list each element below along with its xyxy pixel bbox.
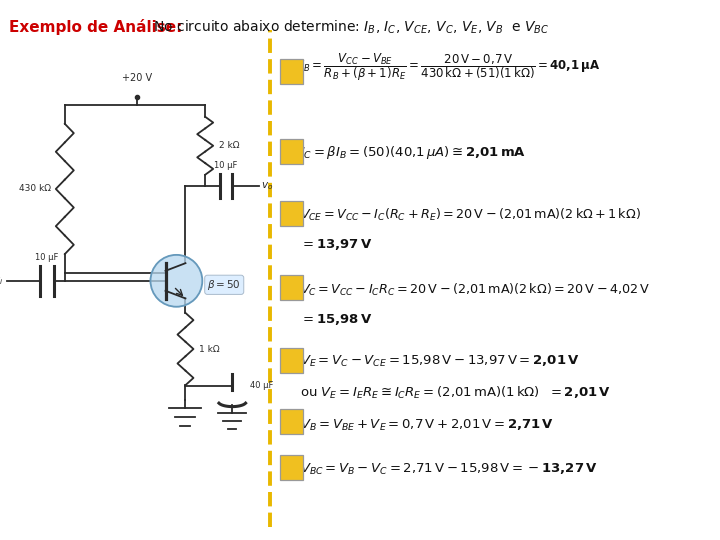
- Text: $= \mathbf{15{,}98\,V}$: $= \mathbf{15{,}98\,V}$: [300, 312, 372, 327]
- Text: 40 μF: 40 μF: [251, 381, 274, 390]
- Text: $I_B = \dfrac{V_{CC} - V_{BE}}{R_B + (\beta + 1)R_E} = \dfrac{20\,\mathrm{V} - 0: $I_B = \dfrac{V_{CC} - V_{BE}}{R_B + (\b…: [300, 52, 600, 83]
- Text: ou $V_E = I_E R_E \cong I_C R_E = (2{,}01\,\mathrm{mA})(1\,\mathrm{k\Omega})$  $: ou $V_E = I_E R_E \cong I_C R_E = (2{,}0…: [300, 385, 611, 401]
- FancyBboxPatch shape: [280, 348, 303, 373]
- Circle shape: [150, 255, 202, 307]
- Text: $V_C = V_{CC} - I_C R_C  = 20\,\mathrm{V} - (2{,}01\,\mathrm{mA})(2\,\mathrm{k\O: $V_C = V_{CC} - I_C R_C = 20\,\mathrm{V}…: [300, 282, 650, 298]
- Text: $V_B = V_{BE} + V_E = 0{,}7\,\mathrm{V} + 2{,}01\,\mathrm{V}  = \mathbf{2{,}71\,: $V_B = V_{BE} + V_E = 0{,}7\,\mathrm{V} …: [300, 417, 554, 433]
- Text: Exemplo de Análise:: Exemplo de Análise:: [9, 19, 182, 35]
- FancyBboxPatch shape: [280, 275, 303, 300]
- Text: 10 μF: 10 μF: [35, 253, 58, 262]
- Text: $v_o$: $v_o$: [261, 180, 274, 192]
- Text: +20 V: +20 V: [122, 73, 152, 83]
- FancyBboxPatch shape: [280, 455, 303, 480]
- FancyBboxPatch shape: [280, 201, 303, 226]
- Text: $\beta = 50$: $\beta = 50$: [207, 278, 241, 292]
- Text: $v_i$: $v_i$: [0, 275, 4, 287]
- FancyBboxPatch shape: [280, 59, 303, 84]
- Text: 2 kΩ: 2 kΩ: [219, 141, 240, 150]
- Text: $I_C = \beta I_B = (50)(40{,}1\,\mu A) \cong \mathbf{2{,}01\,mA}$: $I_C = \beta I_B = (50)(40{,}1\,\mu A) \…: [300, 144, 526, 161]
- Text: $V_E = V_C - V_{CE}  = 15{,}98\,\mathrm{V} - 13{,}97\,\mathrm{V}  = \mathbf{2{,}: $V_E = V_C - V_{CE} = 15{,}98\,\mathrm{V…: [300, 354, 579, 369]
- Text: $V_{CE} = V_{CC} - I_C(R_C + R_E)  = 20\,\mathrm{V} - (2{,}01\,\mathrm{mA})(2\,\: $V_{CE} = V_{CC} - I_C(R_C + R_E) = 20\,…: [300, 207, 641, 223]
- Text: 430 kΩ: 430 kΩ: [19, 185, 51, 193]
- Text: $V_{BC} = V_B - V_C = 2{,}71\,\mathrm{V} - 15{,}98\,\mathrm{V}  = -\mathbf{13{,}: $V_{BC} = V_B - V_C = 2{,}71\,\mathrm{V}…: [300, 462, 597, 477]
- Text: No circuito abaixo determine: $I_B$, $I_C$, $V_{CE}$, $V_C$, $V_E$, $V_B$  e $V_: No circuito abaixo determine: $I_B$, $I_…: [140, 19, 549, 36]
- Text: 1 kΩ: 1 kΩ: [199, 345, 220, 354]
- Text: $= \mathbf{13{,}97\,V}$: $= \mathbf{13{,}97\,V}$: [300, 237, 372, 252]
- FancyBboxPatch shape: [280, 139, 303, 164]
- FancyBboxPatch shape: [280, 409, 303, 434]
- Text: 10 μF: 10 μF: [214, 161, 238, 170]
